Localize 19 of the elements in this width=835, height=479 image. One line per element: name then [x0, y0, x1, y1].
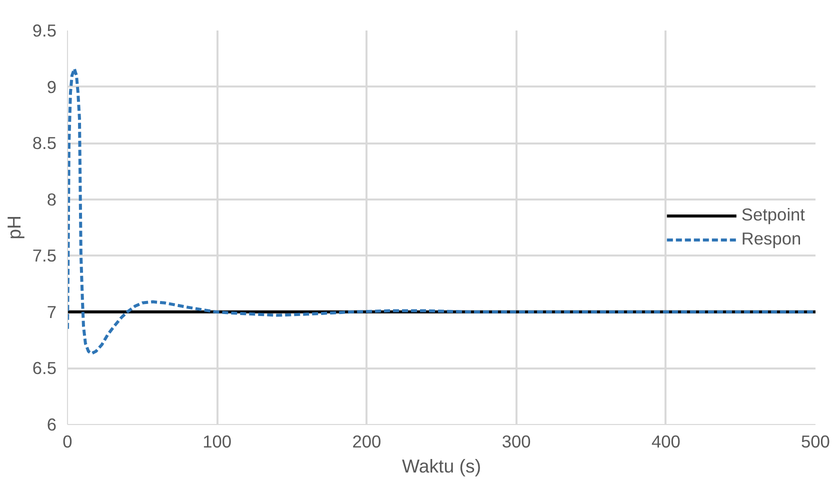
- y-tick-label: 7: [46, 302, 57, 322]
- x-axis-title: Waktu (s): [402, 456, 482, 476]
- y-tick-label: 6: [46, 414, 57, 434]
- y-tick-label: 7.5: [32, 246, 57, 266]
- y-tick-label: 9: [46, 76, 57, 97]
- y-axis-title: pH: [3, 216, 24, 240]
- y-tick-label: 8: [46, 189, 57, 210]
- line-series: [68, 67, 816, 356]
- x-tick-label: 500: [801, 432, 830, 452]
- y-tick-label: 6.5: [32, 358, 57, 378]
- y-tick-label: 9.5: [32, 20, 57, 40]
- x-tick-label: 100: [202, 432, 232, 452]
- legend-label: Respon: [741, 228, 802, 250]
- legend-label: Setpoint: [741, 204, 805, 226]
- x-tick-label: 300: [502, 432, 531, 452]
- x-tick-label: 0: [62, 432, 72, 452]
- x-tick-label: 200: [352, 432, 382, 452]
- x-tick-label: 400: [651, 432, 680, 452]
- y-tick-label: 8.5: [32, 133, 57, 154]
